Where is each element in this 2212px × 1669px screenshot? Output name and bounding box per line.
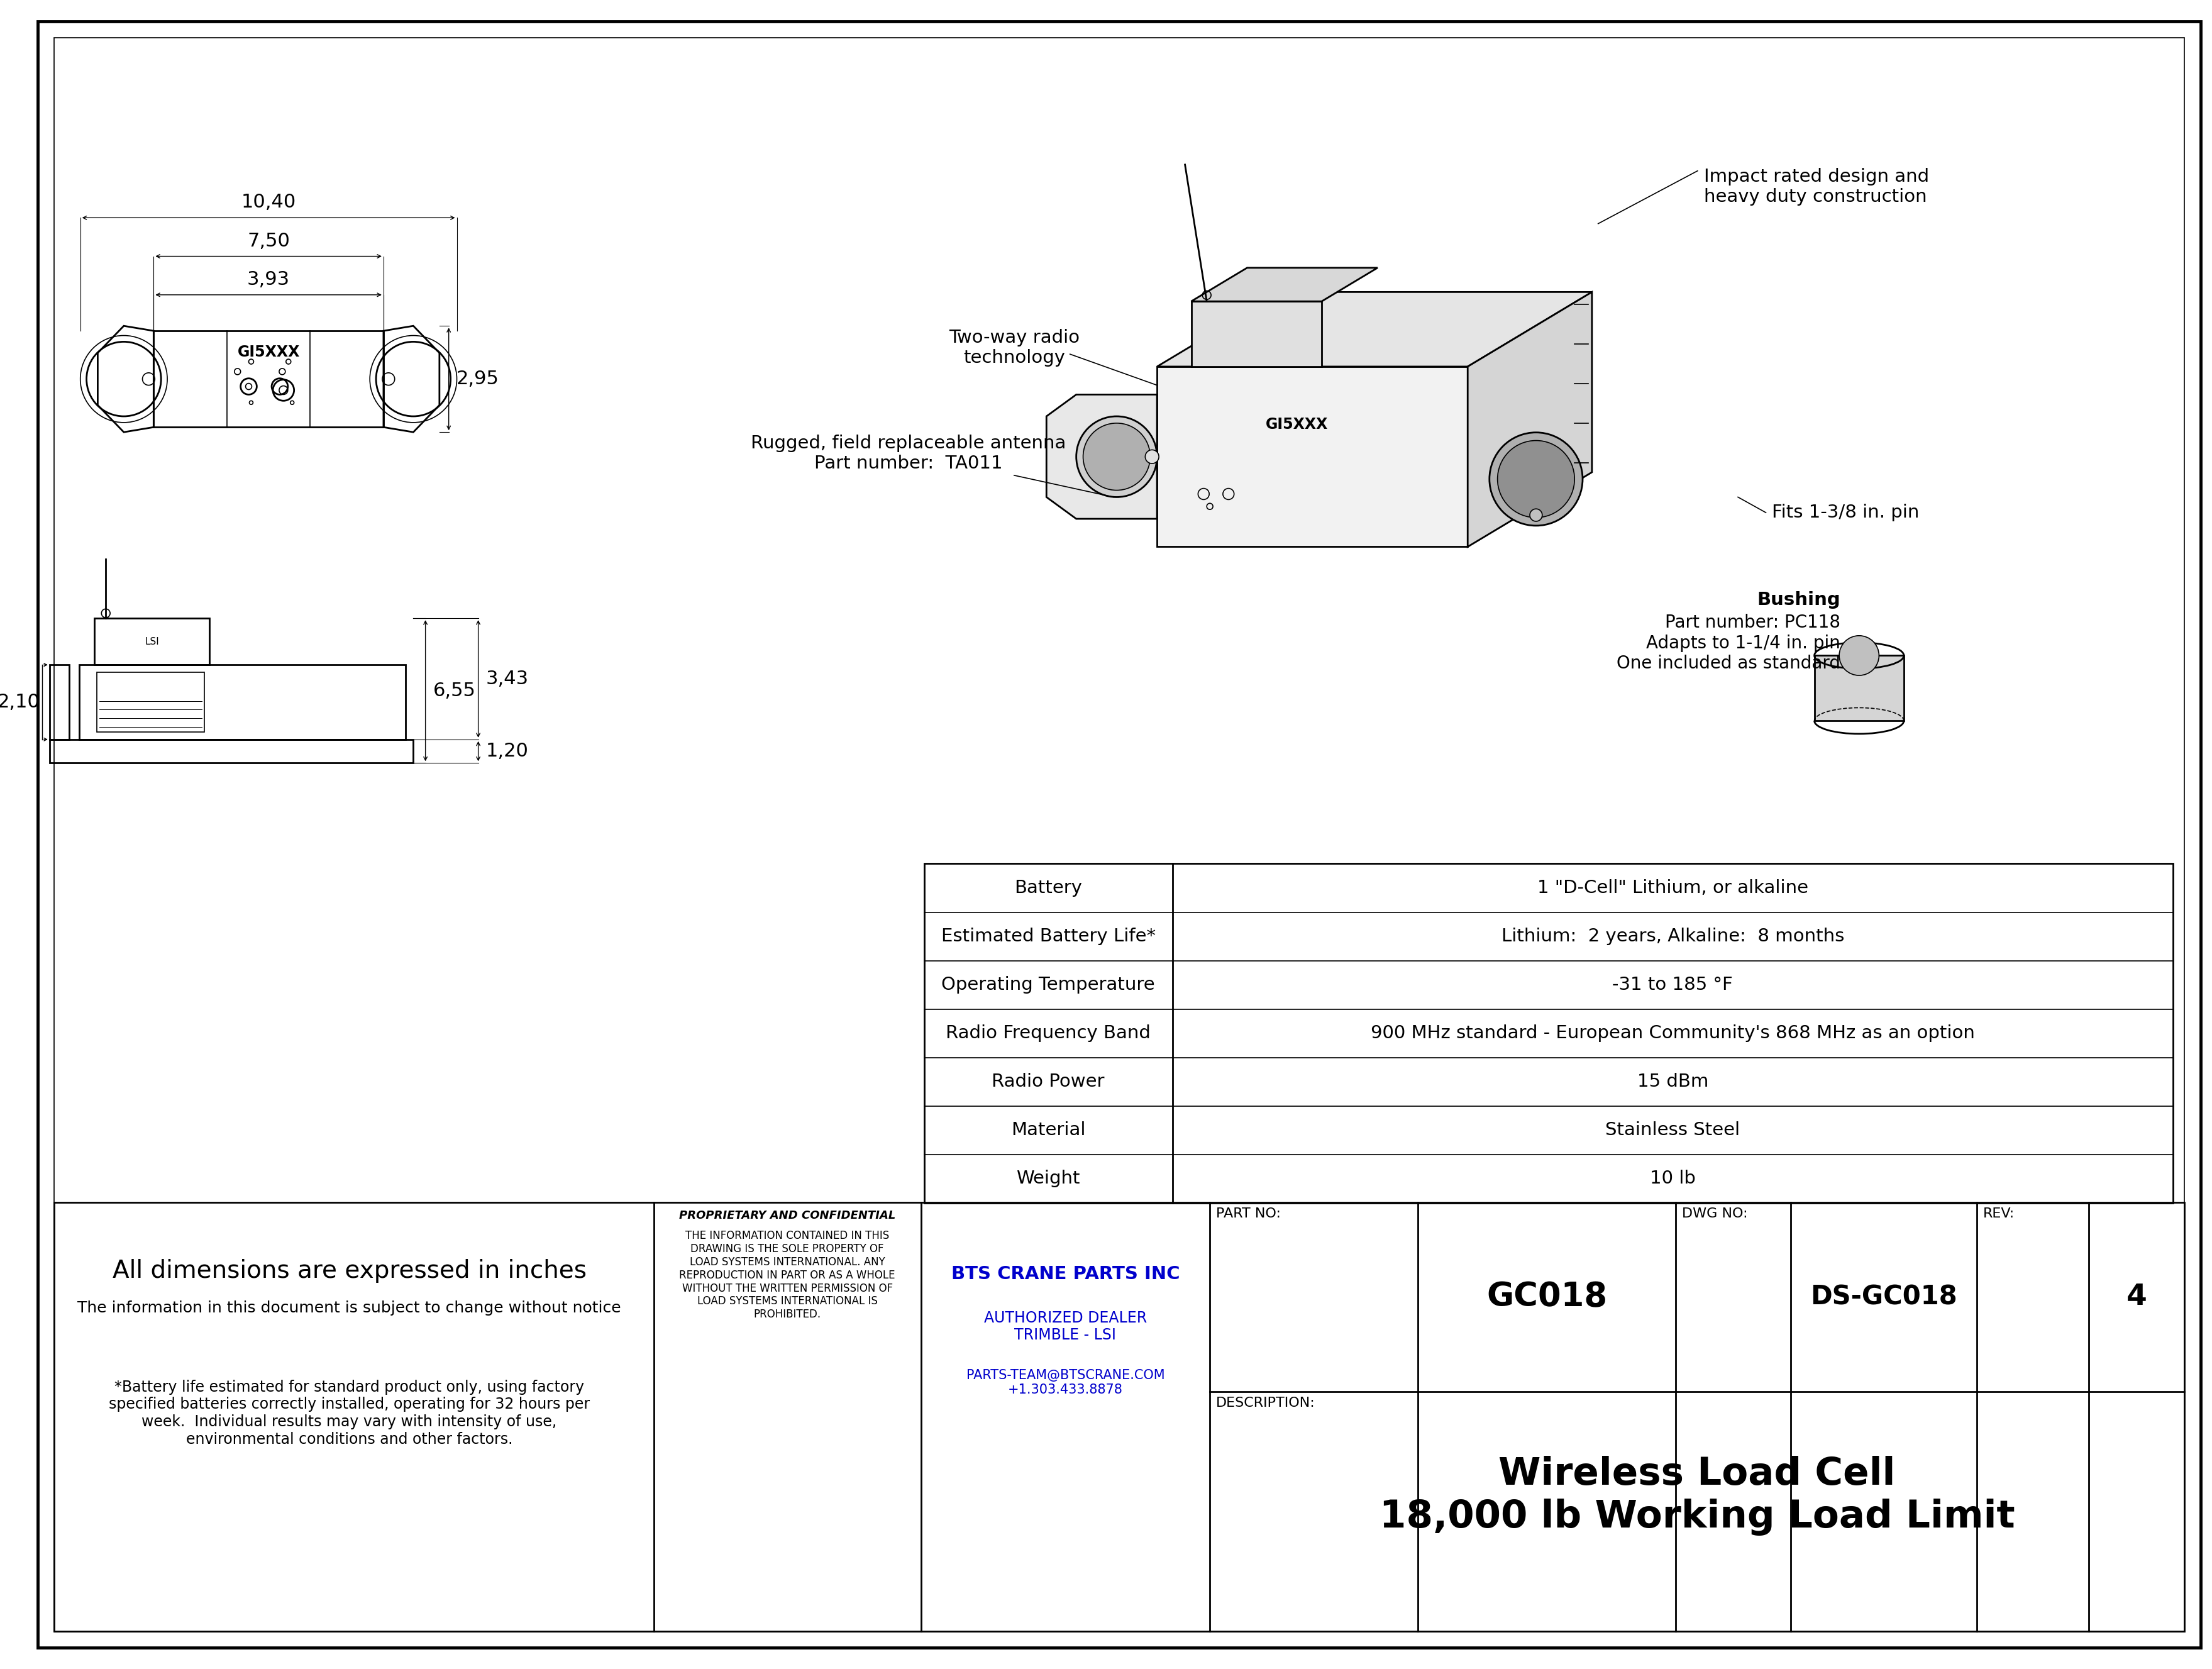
- Text: All dimensions are expressed in inches: All dimensions are expressed in inches: [113, 1258, 586, 1283]
- Text: Impact rated design and
heavy duty construction: Impact rated design and heavy duty const…: [1703, 169, 1929, 205]
- Text: Lithium:  2 years, Alkaline:  8 months: Lithium: 2 years, Alkaline: 8 months: [1502, 928, 1845, 945]
- Bar: [80, 664, 405, 739]
- Polygon shape: [1157, 292, 1593, 367]
- Text: 3,43: 3,43: [487, 669, 529, 688]
- Text: 4: 4: [2126, 1283, 2148, 1312]
- Bar: [49, 739, 414, 763]
- Text: Radio Frequency Band: Radio Frequency Band: [947, 1025, 1150, 1041]
- Text: Part number: PC118
Adapts to 1-1/4 in. pin
One included as standard: Part number: PC118 Adapts to 1-1/4 in. p…: [1617, 614, 1840, 673]
- Circle shape: [1084, 424, 1150, 491]
- Circle shape: [1498, 441, 1575, 517]
- Text: Wireless Load Cell
18,000 lb Working Load Limit: Wireless Load Cell 18,000 lb Working Loa…: [1380, 1455, 2015, 1535]
- Bar: [925, 863, 2172, 1203]
- Polygon shape: [1469, 292, 1593, 547]
- Text: 2,95: 2,95: [456, 371, 500, 389]
- Text: PARTS-TEAM@BTSCRANE.COM
+1.303.433.8878: PARTS-TEAM@BTSCRANE.COM +1.303.433.8878: [967, 1369, 1164, 1397]
- Text: 900 MHz standard - European Community's 868 MHz as an option: 900 MHz standard - European Community's …: [1371, 1025, 1975, 1041]
- Text: Rugged, field replaceable antenna
Part number:  TA011: Rugged, field replaceable antenna Part n…: [750, 434, 1066, 472]
- Text: REV:: REV:: [1984, 1207, 2015, 1220]
- Bar: [97, 673, 204, 733]
- Bar: [95, 618, 210, 664]
- Text: 6,55: 6,55: [434, 681, 476, 699]
- Text: 1 "D-Cell" Lithium, or alkaline: 1 "D-Cell" Lithium, or alkaline: [1537, 880, 1807, 896]
- Polygon shape: [1192, 302, 1323, 367]
- Text: Battery: Battery: [1015, 880, 1082, 896]
- Bar: [153, 330, 383, 427]
- Text: 15 dBm: 15 dBm: [1637, 1073, 1708, 1090]
- Polygon shape: [1192, 267, 1378, 302]
- Text: Material: Material: [1011, 1122, 1086, 1138]
- Bar: [55, 1202, 2183, 1631]
- Text: Bushing: Bushing: [1756, 591, 1840, 609]
- Text: *Battery life estimated for standard product only, using factory
specified batte: *Battery life estimated for standard pro…: [108, 1380, 591, 1447]
- Text: 1,20: 1,20: [487, 743, 529, 761]
- Text: GC018: GC018: [1486, 1280, 1608, 1314]
- Bar: [1814, 656, 1905, 721]
- Text: 10 lb: 10 lb: [1650, 1170, 1697, 1188]
- Circle shape: [1531, 509, 1542, 521]
- Text: DWG NO:: DWG NO:: [1681, 1207, 1747, 1220]
- Text: Stainless Steel: Stainless Steel: [1606, 1122, 1741, 1138]
- Text: THE INFORMATION CONTAINED IN THIS
DRAWING IS THE SOLE PROPERTY OF
LOAD SYSTEMS I: THE INFORMATION CONTAINED IN THIS DRAWIN…: [679, 1230, 896, 1320]
- Text: DESCRIPTION:: DESCRIPTION:: [1217, 1397, 1316, 1409]
- Text: Fits 1-3/8 in. pin: Fits 1-3/8 in. pin: [1772, 504, 1920, 521]
- Text: 3,93: 3,93: [248, 270, 290, 289]
- Text: AUTHORIZED DEALER
TRIMBLE - LSI: AUTHORIZED DEALER TRIMBLE - LSI: [984, 1310, 1146, 1344]
- Text: Weight: Weight: [1015, 1170, 1079, 1188]
- Circle shape: [1838, 636, 1878, 676]
- Text: The information in this document is subject to change without notice: The information in this document is subj…: [77, 1300, 622, 1315]
- Text: 2,10: 2,10: [0, 693, 40, 711]
- Text: 7,50: 7,50: [248, 232, 290, 250]
- Text: Estimated Battery Life*: Estimated Battery Life*: [940, 928, 1155, 945]
- Text: GI5XXX: GI5XXX: [1265, 417, 1327, 432]
- Text: LSI: LSI: [146, 638, 159, 646]
- Text: DS-GC018: DS-GC018: [1809, 1283, 1958, 1310]
- Circle shape: [1489, 432, 1582, 526]
- Text: Two-way radio
technology: Two-way radio technology: [949, 329, 1079, 367]
- Text: PROPRIETARY AND CONFIDENTIAL: PROPRIETARY AND CONFIDENTIAL: [679, 1210, 896, 1222]
- Text: Radio Power: Radio Power: [991, 1073, 1104, 1090]
- Polygon shape: [1157, 367, 1469, 547]
- Text: PART NO:: PART NO:: [1217, 1207, 1281, 1220]
- Text: GI5XXX: GI5XXX: [237, 344, 301, 359]
- Text: -31 to 185 °F: -31 to 185 °F: [1613, 976, 1732, 993]
- Bar: [49, 664, 69, 739]
- Text: BTS CRANE PARTS INC: BTS CRANE PARTS INC: [951, 1265, 1179, 1283]
- Circle shape: [1077, 416, 1157, 497]
- Circle shape: [1146, 451, 1159, 464]
- Polygon shape: [1046, 394, 1157, 519]
- Text: 10,40: 10,40: [241, 194, 296, 212]
- Text: Operating Temperature: Operating Temperature: [942, 976, 1155, 993]
